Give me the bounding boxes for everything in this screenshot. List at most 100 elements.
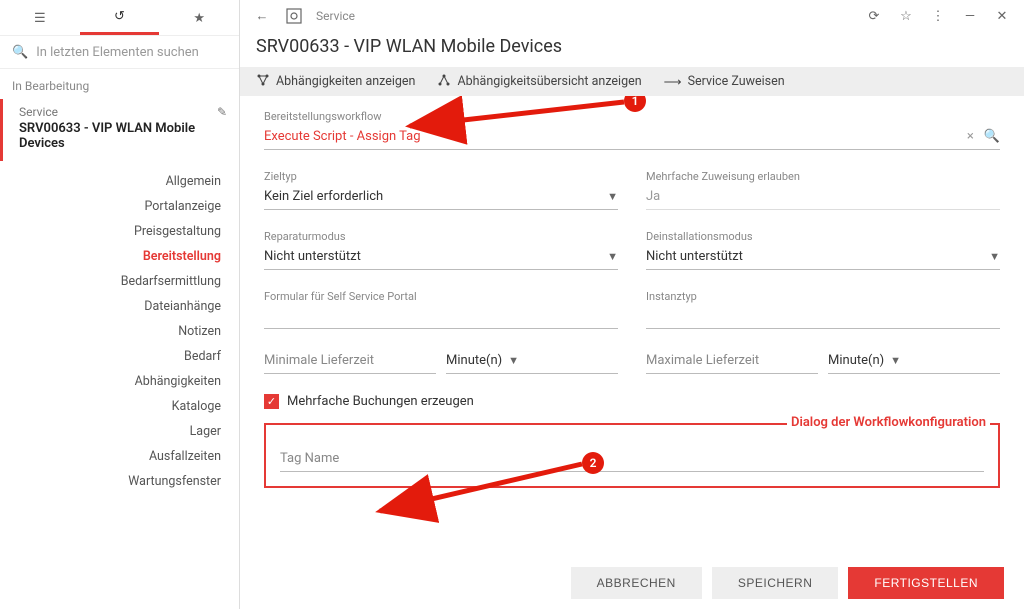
zieltyp-value: Kein Ziel erforderlich [264,189,601,204]
field-value[interactable]: Execute Script - Assign Tag × 🔍 [264,125,1000,150]
finish-button[interactable]: FERTIGSTELLEN [848,567,1004,599]
max-liefer-input[interactable]: Maximale Lieferzeit [646,349,818,374]
field-label: Mehrfache Zuweisung erlauben [646,170,1000,183]
nav-item[interactable]: Portalanzeige [0,194,239,219]
field-value[interactable] [646,305,1000,329]
field-label: Instanztyp [646,290,1000,303]
pencil-icon[interactable]: ✎ [217,105,227,119]
nav-list: AllgemeinPortalanzeigePreisgestaltungBer… [0,161,239,502]
nav-item[interactable]: Wartungsfenster [0,469,239,494]
search-icon: 🔍 [12,44,28,60]
max-unit-select[interactable]: Minute(n) ▼ [828,349,1000,374]
graph-icon [256,73,270,90]
field-workflow[interactable]: Bereitstellungsworkflow Execute Script -… [264,110,1000,150]
nav-item[interactable]: Kataloge [0,394,239,419]
search-icon[interactable]: 🔍 [984,129,1000,144]
row-zieltyp: Zieltyp Kein Ziel erforderlich ▼ Mehrfac… [264,170,1000,210]
section-title: In Bearbeitung [0,69,239,99]
nav-item[interactable]: Abhängigkeiten [0,369,239,394]
field-tagname[interactable]: Tag Name [280,447,984,472]
field-deinstall[interactable]: Deinstallationsmodus Nicht unterstützt ▼ [646,230,1000,270]
nav-item[interactable]: Lager [0,419,239,444]
tagname-label: Tag Name [280,451,984,466]
checkbox-row[interactable]: ✓ Mehrfache Buchungen erzeugen [264,394,1000,409]
more-button[interactable]: ⋮ [928,6,948,26]
min-liefer-input[interactable]: Minimale Lieferzeit [264,349,436,374]
settings-icon[interactable] [284,6,304,26]
nav-item[interactable]: Bedarf [0,344,239,369]
nav-item[interactable]: Preisgestaltung [0,219,239,244]
field-value[interactable]: Nicht unterstützt ▼ [646,245,1000,270]
action-show-deps[interactable]: Abhängigkeiten anzeigen [256,73,415,90]
chevron-down-icon: ▼ [607,250,618,263]
field-instanztyp[interactable]: Instanztyp [646,290,1000,329]
workflow-value: Execute Script - Assign Tag [264,129,967,144]
sidebar-tabs: ☰ ↺ ★ [0,0,239,36]
row-modus: Reparaturmodus Nicht unterstützt ▼ Deins… [264,230,1000,270]
footer: ABBRECHEN SPEICHERN FERTIGSTELLEN [240,557,1024,609]
service-item[interactable]: Service ✎ SRV00633 - VIP WLAN Mobile Dev… [0,99,239,161]
tab-favorites[interactable]: ★ [159,0,239,35]
field-formular[interactable]: Formular für Self Service Portal [264,290,618,329]
field-max-liefer: Maximale Lieferzeit Minute(n) ▼ [646,349,1000,374]
dialog-title: Dialog der Workflowkonfiguration [787,415,990,430]
chevron-down-icon: ▼ [890,354,901,367]
nav-item[interactable]: Ausfallzeiten [0,444,239,469]
assign-icon: ⟶ [664,74,682,89]
max-unit: Minute(n) [828,353,884,368]
tab-history[interactable]: ↺ [80,0,160,35]
reparatur-value: Nicht unterstützt [264,249,601,264]
field-reparatur[interactable]: Reparaturmodus Nicht unterstützt ▼ [264,230,618,270]
page-title: SRV00633 - VIP WLAN Mobile Devices [240,32,1024,67]
deinstall-value: Nicht unterstützt [646,249,983,264]
titlebar: ← Service ⟳ ☆ ⋮ — ✕ [240,0,1024,32]
field-value[interactable]: Kein Ziel erforderlich ▼ [264,185,618,210]
nav-item[interactable]: Dateianhänge [0,294,239,319]
star-icon: ★ [193,10,205,26]
clear-icon[interactable]: × [967,129,974,144]
favorite-button[interactable]: ☆ [896,6,916,26]
sidebar-search[interactable]: 🔍 In letzten Elementen suchen [0,36,239,69]
row-formular: Formular für Self Service Portal Instanz… [264,290,1000,329]
main: ← Service ⟳ ☆ ⋮ — ✕ SRV00633 - VIP WLAN … [240,0,1024,609]
breadcrumb: Service [316,9,355,23]
field-label: Bereitstellungsworkflow [264,110,1000,123]
cancel-button[interactable]: ABBRECHEN [571,567,702,599]
close-button[interactable]: ✕ [992,6,1012,26]
action-label: Abhängigkeitsübersicht anzeigen [457,74,641,89]
min-unit-select[interactable]: Minute(n) ▼ [446,349,618,374]
action-deps-overview[interactable]: Abhängigkeitsübersicht anzeigen [437,73,641,90]
action-assign-service[interactable]: ⟶ Service Zuweisen [664,74,785,89]
mehrfache-value: Ja [646,189,1000,204]
field-value[interactable] [264,305,618,329]
nav-item[interactable]: Allgemein [0,169,239,194]
field-value[interactable]: Tag Name [280,447,984,472]
list-icon: ☰ [34,10,46,26]
minimize-button[interactable]: — [960,6,980,26]
chevron-down-icon: ▼ [508,354,519,367]
field-label: Reparaturmodus [264,230,618,243]
row-lieferzeit: Minimale Lieferzeit Minute(n) ▼ Maximale… [264,349,1000,374]
nav-item[interactable]: Bedarfsermittlung [0,269,239,294]
field-value: Ja [646,185,1000,210]
field-zieltyp[interactable]: Zieltyp Kein Ziel erforderlich ▼ [264,170,618,210]
field-value[interactable]: Nicht unterstützt ▼ [264,245,618,270]
back-button[interactable]: ← [252,6,272,26]
field-label: Formular für Self Service Portal [264,290,618,303]
sidebar: ☰ ↺ ★ 🔍 In letzten Elementen suchen In B… [0,0,240,609]
min-unit: Minute(n) [446,353,502,368]
action-bar: Abhängigkeiten anzeigen Abhängigkeitsübe… [240,67,1024,96]
nav-item[interactable]: Notizen [0,319,239,344]
checkbox-label: Mehrfache Buchungen erzeugen [287,394,474,409]
min-liefer-label: Minimale Lieferzeit [264,353,374,368]
save-button[interactable]: SPEICHERN [712,567,839,599]
refresh-button[interactable]: ⟳ [864,6,884,26]
service-label-row: Service ✎ [19,105,227,119]
tab-list[interactable]: ☰ [0,0,80,35]
field-label: Zieltyp [264,170,618,183]
form-area: Bereitstellungsworkflow Execute Script -… [240,96,1024,557]
nav-item[interactable]: Bereitstellung [0,244,239,269]
field-label: Deinstallationsmodus [646,230,1000,243]
checkbox-icon[interactable]: ✓ [264,394,279,409]
callout-badge-2: 2 [582,452,604,474]
